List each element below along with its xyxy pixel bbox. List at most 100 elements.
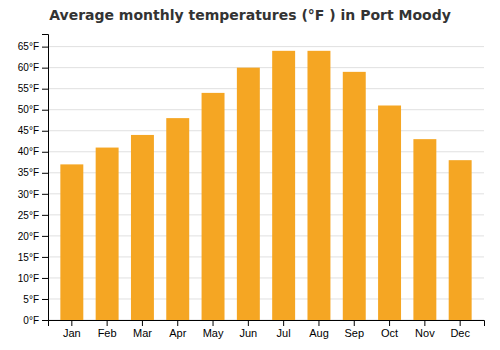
bar xyxy=(378,106,401,321)
x-tick: Jun xyxy=(239,320,257,339)
y-tick-label: 55°F xyxy=(18,83,39,94)
x-tick-mark xyxy=(142,320,143,326)
bar xyxy=(449,160,472,320)
y-tick: 20°F xyxy=(18,231,48,242)
y-tick: 35°F xyxy=(18,167,48,178)
y-tick-mark xyxy=(42,320,48,321)
bar xyxy=(166,118,189,320)
y-tick-mark xyxy=(42,152,48,153)
y-tick-mark xyxy=(42,110,48,111)
y-tick: 60°F xyxy=(18,62,48,73)
bar xyxy=(413,139,436,320)
y-tick-mark xyxy=(42,47,48,48)
x-tick-mark xyxy=(318,320,319,326)
grid-line xyxy=(48,67,484,68)
y-axis-line xyxy=(42,35,49,321)
bar xyxy=(131,135,154,320)
x-tick-label: Jul xyxy=(277,327,291,339)
y-tick: 25°F xyxy=(18,210,48,221)
x-tick: Feb xyxy=(98,320,117,339)
y-tick: 15°F xyxy=(18,252,48,263)
grid-line xyxy=(48,109,484,110)
y-tick-label: 0°F xyxy=(23,315,39,326)
y-tick-label: 65°F xyxy=(18,41,39,52)
x-tick: Apr xyxy=(169,320,186,339)
y-tick-label: 30°F xyxy=(18,189,39,200)
x-tick: Dec xyxy=(450,320,470,339)
bar xyxy=(96,148,119,320)
grid-line xyxy=(48,46,484,47)
x-tick: Jan xyxy=(63,320,81,339)
bar xyxy=(272,51,295,320)
x-tick-mark xyxy=(107,320,108,326)
x-tick-mark xyxy=(177,320,178,326)
y-axis: 0°F 5°F 10°F 15°F 20°F 25°F 30°F 35°F 40°F 45°F 50… xyxy=(18,35,49,326)
y-tick-mark xyxy=(42,257,48,258)
y-tick: 30°F xyxy=(18,189,48,200)
x-tick-label: Apr xyxy=(169,327,186,339)
x-tick-label: Nov xyxy=(415,327,435,339)
x-tick-label: Jun xyxy=(239,327,257,339)
x-tick-mark xyxy=(71,320,72,326)
grid xyxy=(48,47,484,320)
y-tick-label: 50°F xyxy=(18,104,39,115)
bar xyxy=(237,68,260,320)
y-tick-mark xyxy=(42,89,48,90)
x-tick-label: Aug xyxy=(309,327,329,339)
bar xyxy=(202,93,225,320)
y-tick: 5°F xyxy=(23,294,48,305)
title: Average monthly temperatures (°F ) in Po… xyxy=(49,7,451,23)
x-tick: Jul xyxy=(277,320,291,339)
y-tick-label: 35°F xyxy=(18,167,39,178)
y-tick: 50°F xyxy=(18,104,48,115)
y-tick-mark xyxy=(42,194,48,195)
y-tick: 65°F xyxy=(18,41,48,52)
x-tick-label: Feb xyxy=(98,327,117,339)
x-tick: Mar xyxy=(133,320,152,339)
y-tick-label: 20°F xyxy=(18,231,39,242)
y-tick-mark xyxy=(42,215,48,216)
y-tick-label: 15°F xyxy=(18,252,39,263)
y-tick: 55°F xyxy=(18,83,48,94)
x-tick: Nov xyxy=(415,320,435,339)
x-tick-mark xyxy=(248,320,249,326)
x-tick-label: Oct xyxy=(381,327,398,339)
bar xyxy=(307,51,330,320)
x-tick-mark xyxy=(424,320,425,326)
x-tick-label: Dec xyxy=(450,327,470,339)
x-tick: Aug xyxy=(309,320,329,339)
y-tick: 45°F xyxy=(18,125,48,136)
bar xyxy=(343,72,366,320)
x-axis: Jan Feb Mar Apr May Jun Jul Aug Sep Oct Nov Dec xyxy=(49,320,485,339)
x-tick-label: Sep xyxy=(344,327,364,339)
x-tick-mark xyxy=(283,320,284,326)
y-tick-label: 5°F xyxy=(23,294,39,305)
y-tick-label: 10°F xyxy=(18,273,39,284)
x-tick-mark xyxy=(354,320,355,326)
y-tick: 40°F xyxy=(18,146,48,157)
grid-line xyxy=(48,130,484,131)
x-tick-label: Mar xyxy=(133,327,152,339)
x-tick-mark xyxy=(460,320,461,326)
y-tick-mark xyxy=(42,236,48,237)
y-tick-mark xyxy=(42,173,48,174)
y-tick-mark xyxy=(42,278,48,279)
y-tick-label: 45°F xyxy=(18,125,39,136)
x-tick: May xyxy=(203,320,224,339)
x-tick: Oct xyxy=(381,320,398,339)
bars xyxy=(60,51,471,320)
y-tick-mark xyxy=(42,131,48,132)
x-tick-mark xyxy=(213,320,214,326)
x-tick-label: May xyxy=(203,327,224,339)
plot: Jan Feb Mar Apr May Jun Jul Aug Sep Oct Nov Dec 0°F 5… xyxy=(18,35,485,339)
y-tick: 10°F xyxy=(18,273,48,284)
x-axis-line xyxy=(49,321,485,327)
grid-line xyxy=(48,88,484,89)
y-tick-mark xyxy=(42,299,48,300)
x-tick-mark xyxy=(389,320,390,326)
x-tick-label: Jan xyxy=(63,327,81,339)
y-tick: 0°F xyxy=(23,315,48,326)
chart: Jan Feb Mar Apr May Jun Jul Aug Sep Oct Nov Dec 0°F 5… xyxy=(0,0,500,350)
x-tick: Sep xyxy=(344,320,364,339)
bar xyxy=(60,164,83,320)
